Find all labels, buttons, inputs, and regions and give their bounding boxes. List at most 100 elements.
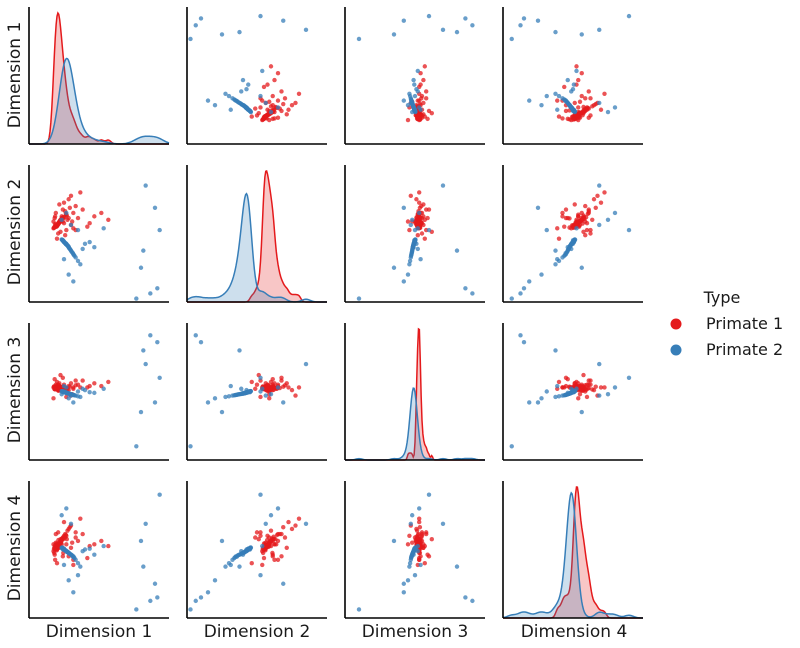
point-primate-2 [80, 246, 85, 252]
legend-label-primate-1: Primate 1 [706, 314, 783, 333]
point-primate-2 [597, 100, 602, 106]
point-primate-2 [518, 23, 523, 28]
point-primate-1 [414, 197, 419, 202]
point-primate-1 [106, 217, 111, 222]
point-primate-1 [73, 203, 78, 209]
point-primate-2 [574, 68, 579, 74]
point-primate-2 [281, 18, 286, 23]
point-primate-1 [80, 531, 85, 537]
point-primate-1 [574, 217, 579, 222]
point-primate-2 [544, 93, 549, 99]
point-primate-2 [518, 291, 523, 296]
point-primate-2 [410, 109, 415, 115]
point-primate-2 [228, 562, 233, 568]
point-primate-2 [569, 386, 574, 391]
point-primate-1 [426, 554, 432, 559]
point-primate-1 [254, 530, 260, 535]
point-primate-1 [279, 89, 284, 94]
point-primate-2 [626, 13, 632, 19]
point-primate-2 [143, 361, 148, 367]
point-primate-1 [61, 519, 67, 525]
point-primate-2 [426, 492, 432, 497]
point-primate-1 [417, 516, 422, 521]
point-primate-2 [463, 595, 468, 600]
panel-dimension-4-vs-dimension-3 [344, 481, 485, 619]
point-primate-1 [581, 229, 586, 234]
point-primate-1 [296, 385, 302, 390]
panel-dimension-4-vs-dimension-4 [502, 481, 644, 619]
point-primate-2 [268, 392, 274, 397]
point-primate-2 [68, 521, 74, 527]
axis-labels: Dimension 1 Dimension 2 Dimension 3 Dime… [5, 22, 627, 642]
point-primate-2 [78, 394, 83, 400]
point-primate-1 [253, 535, 258, 540]
point-primate-2 [356, 607, 362, 612]
panel-dimension-3-vs-dimension-4 [502, 323, 643, 461]
point-primate-1 [422, 64, 427, 69]
point-primate-1 [279, 375, 284, 380]
point-primate-2 [71, 590, 76, 595]
point-primate-2 [612, 105, 618, 110]
point-primate-1 [415, 535, 420, 540]
point-primate-1 [75, 538, 81, 544]
point-primate-2 [454, 248, 460, 253]
point-primate-2 [143, 521, 148, 527]
point-primate-1 [414, 526, 419, 532]
point-primate-2 [66, 272, 71, 277]
point-primate-2 [134, 607, 139, 612]
point-primate-2 [226, 93, 232, 99]
kde-fill-primate-2 [503, 492, 643, 618]
point-primate-1 [407, 227, 412, 233]
point-primate-1 [282, 535, 288, 540]
point-primate-2 [407, 561, 413, 566]
point-primate-2 [258, 572, 263, 578]
point-primate-2 [244, 87, 249, 92]
point-primate-1 [565, 215, 570, 221]
point-primate-1 [583, 96, 588, 101]
point-primate-1 [410, 540, 415, 545]
point-primate-2 [454, 564, 460, 569]
point-primate-1 [576, 117, 581, 123]
point-primate-1 [584, 394, 590, 400]
point-primate-2 [68, 393, 74, 398]
point-primate-1 [52, 552, 57, 557]
point-primate-2 [412, 239, 417, 245]
point-primate-1 [417, 557, 422, 562]
point-primate-1 [556, 236, 562, 241]
point-primate-1 [275, 557, 281, 562]
point-primate-2 [240, 552, 246, 557]
point-primate-1 [71, 562, 76, 568]
point-primate-1 [588, 378, 593, 383]
kde-line-primate-1 [187, 170, 327, 303]
x-axis-label-col-3: Dimension 3 [362, 622, 469, 642]
point-primate-2 [61, 239, 66, 244]
point-primate-2 [418, 256, 423, 262]
point-primate-1 [67, 205, 73, 211]
point-primate-1 [275, 538, 281, 544]
point-primate-2 [411, 77, 416, 83]
point-primate-1 [560, 385, 565, 390]
point-primate-1 [65, 217, 70, 222]
point-primate-1 [69, 540, 75, 545]
point-primate-2 [87, 546, 92, 551]
point-primate-2 [188, 444, 193, 449]
point-primate-2 [92, 552, 97, 557]
point-primate-1 [408, 193, 413, 199]
point-primate-1 [421, 202, 426, 207]
point-primate-2 [579, 265, 584, 270]
point-primate-2 [612, 385, 618, 390]
point-primate-2 [75, 561, 81, 566]
point-primate-1 [55, 222, 61, 227]
panel-dimension-2-vs-dimension-1 [28, 165, 169, 303]
point-primate-1 [574, 64, 579, 69]
point-primate-2 [87, 389, 92, 395]
point-primate-1 [260, 117, 265, 122]
point-primate-1 [588, 382, 593, 387]
point-primate-2 [268, 109, 274, 115]
point-primate-1 [78, 190, 83, 195]
point-primate-2 [544, 227, 549, 233]
point-primate-1 [286, 385, 291, 390]
point-primate-2 [75, 258, 81, 264]
point-primate-1 [68, 381, 74, 386]
point-primate-2 [78, 564, 83, 569]
